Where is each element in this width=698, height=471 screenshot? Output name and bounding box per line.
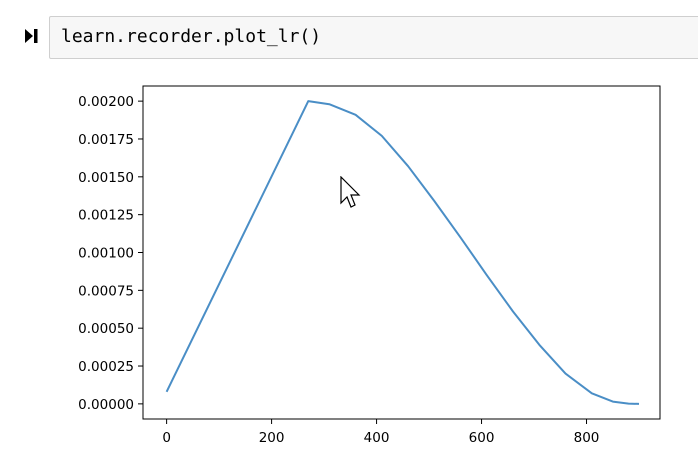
y-tick-label: 0.00075 [78, 283, 134, 299]
run-cell-icon [25, 29, 38, 43]
y-tick-label: 0.00150 [78, 170, 134, 186]
y-tick-label: 0.00200 [78, 94, 134, 110]
run-cell-button[interactable] [22, 26, 42, 50]
x-tick-label: 200 [259, 430, 285, 446]
x-tick-label: 0 [162, 430, 171, 446]
x-tick-label: 800 [574, 430, 600, 446]
y-tick-label: 0.00000 [78, 397, 134, 413]
x-tick-label: 600 [469, 430, 495, 446]
code-text: learn.recorder.plot_lr() [61, 26, 322, 47]
y-tick-label: 0.00050 [78, 321, 134, 337]
y-tick-label: 0.00100 [78, 246, 134, 262]
x-tick-label: 400 [364, 430, 390, 446]
y-tick-label: 0.00025 [78, 359, 134, 375]
plot-frame [142, 85, 661, 420]
y-tick-label: 0.00125 [78, 208, 134, 224]
code-cell-input[interactable]: learn.recorder.plot_lr() [49, 16, 698, 59]
mouse-cursor-icon [340, 176, 361, 208]
y-axis: 0.00000 0.00025 0.00050 0.00075 0.00100 0.001… [78, 94, 143, 413]
x-axis: 0 200 400 600 800 [162, 419, 599, 446]
lr-chart: 0.00000 0.00025 0.00050 0.00075 0.00100 0.001… [78, 85, 661, 446]
y-tick-label: 0.00175 [78, 132, 134, 148]
lr-series-line [165, 100, 640, 405]
cell-output: 0.00000 0.00025 0.00050 0.00075 0.00100 0.001… [0, 70, 698, 467]
